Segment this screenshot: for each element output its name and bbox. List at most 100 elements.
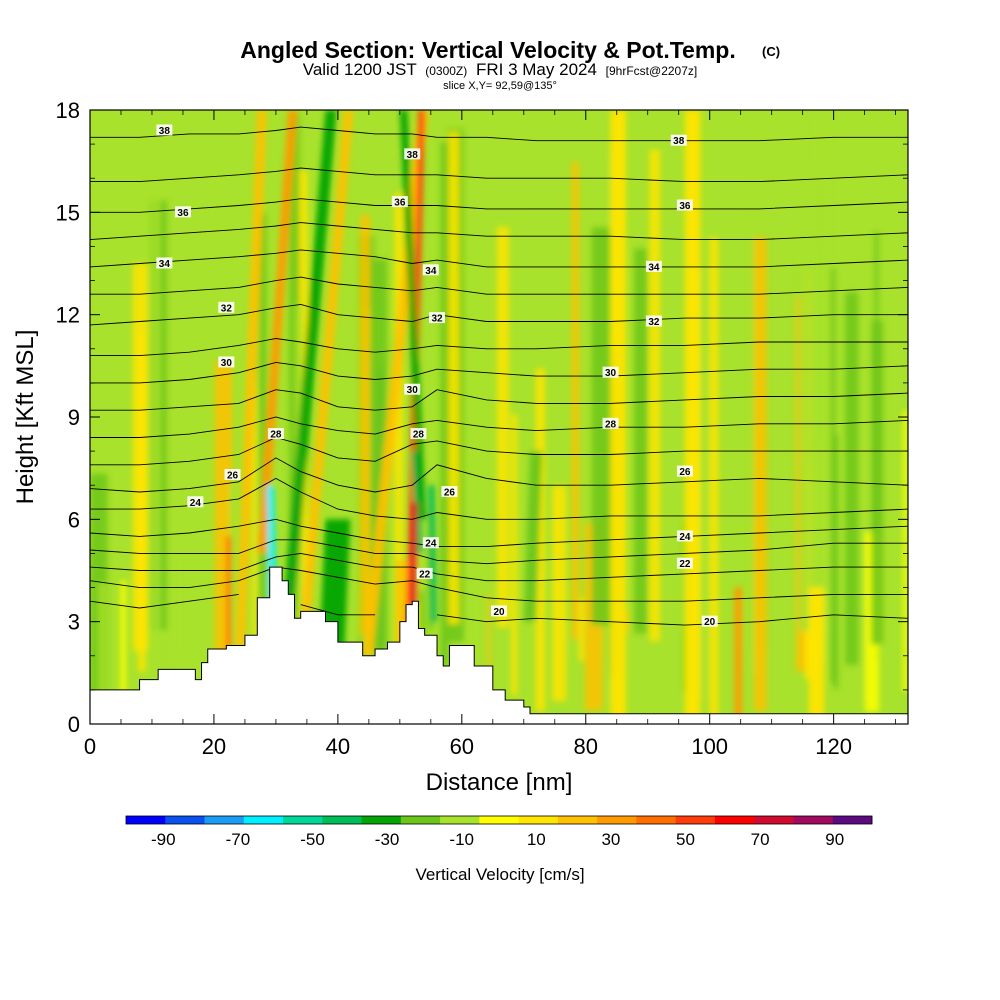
colorbar: -90 -70 -50 -30 -10 10 30 50 70 90 [125, 815, 873, 849]
y-tick-label: 3 [68, 610, 80, 635]
field-streak [98, 582, 106, 724]
field-streak [798, 249, 815, 632]
colorbar-swatch [597, 816, 637, 824]
x-tick-label: 120 [815, 734, 852, 759]
field-band [232, 110, 267, 724]
contour-label-bg [645, 315, 662, 327]
field-streak [845, 292, 860, 665]
contour-label-bg [676, 199, 693, 211]
field-streak [830, 268, 836, 683]
y-tick-label: 9 [68, 405, 80, 430]
field-streak [746, 588, 753, 650]
y-tick-label: 15 [56, 200, 80, 225]
field-streak [472, 249, 489, 672]
field-band [300, 110, 354, 622]
contour-label: 26 [679, 467, 691, 478]
colorbar-tick-label: 70 [751, 830, 770, 849]
colorbar-swatch [636, 816, 676, 824]
contour-label: 34 [159, 259, 171, 270]
contour-label: 28 [605, 419, 617, 430]
theta-contour [90, 198, 908, 213]
colorbar-swatch [714, 816, 755, 824]
field-streak [120, 580, 127, 713]
contour-labels: 20 20 22 22 24 24 24 26 26 26 28 28 28 30 30 30 32 32 32 34… [156, 124, 718, 628]
contour-label-bg [156, 124, 173, 136]
theta-contour [90, 276, 908, 295]
y-axis-label: Height [Kft MSL] [12, 330, 39, 505]
field-streak [448, 131, 460, 625]
theta-contour [90, 361, 908, 384]
y-tick-label: 0 [68, 712, 80, 737]
contour-label: 26 [227, 470, 239, 481]
colorbar-tick-label: 50 [676, 830, 695, 849]
field-streak [252, 381, 257, 667]
field-streak [496, 226, 509, 628]
field-streak [229, 482, 235, 658]
contour-label-bg [429, 312, 446, 324]
field-streak [696, 269, 708, 700]
field-streak [440, 142, 449, 667]
field-streak [591, 227, 610, 626]
colorbar-tick-label: -70 [226, 830, 251, 849]
contour-label-bg [701, 615, 718, 627]
terrain [90, 566, 908, 724]
contour-label-bg [422, 264, 439, 276]
contour-label: 24 [190, 498, 202, 509]
x-tick-label: 40 [326, 734, 350, 759]
contour-label: 26 [444, 488, 456, 499]
contour-label: 30 [605, 368, 617, 379]
colorbar-frame [125, 815, 873, 825]
contour-label: 24 [679, 532, 691, 543]
colorbar-swatch [754, 816, 794, 824]
contour-label: 30 [407, 385, 419, 396]
field-band [684, 110, 701, 724]
x-tick-label: 20 [202, 734, 226, 759]
contour-label-bg [187, 496, 204, 508]
contour-label-bg [676, 465, 693, 477]
title-mark: (C) [762, 44, 780, 59]
contour-label-bg [174, 206, 191, 218]
field-streak [394, 193, 404, 690]
colorbar-swatch [832, 816, 873, 824]
contour-label: 20 [493, 607, 505, 618]
colorbar-swatch [793, 816, 834, 824]
field-streak [678, 557, 685, 627]
y-tick-label: 12 [56, 303, 80, 328]
field-streak [535, 368, 546, 712]
theta-contour [90, 566, 908, 602]
field-band [610, 110, 627, 724]
field-streak [833, 434, 839, 689]
contour-label-bg [422, 537, 439, 549]
colorbar-swatch [243, 816, 284, 824]
contour-label-bg [404, 383, 421, 395]
colorbar-swatch [283, 816, 323, 824]
contour-label: 20 [704, 617, 716, 628]
contour-label: 22 [419, 569, 431, 580]
theta-contours [90, 126, 908, 626]
theta-contour [90, 552, 908, 582]
field-streak [180, 554, 198, 654]
field-streak [571, 161, 580, 640]
field-streak [132, 263, 148, 651]
contour-label-bg [676, 557, 693, 569]
subtitle-fcst: [9hrFcst@2207z] [606, 64, 698, 78]
x-tick-label: 0 [84, 734, 96, 759]
field-streak [288, 113, 300, 681]
field-band [399, 110, 426, 520]
plot-area: 20 20 22 22 24 24 24 26 26 26 28 28 28 30 30 30 32 32 32 34… [90, 110, 908, 724]
theta-contour [90, 477, 908, 520]
contour-label-bg [602, 366, 619, 378]
field-streak [754, 237, 767, 711]
field-streak [152, 140, 161, 635]
contour-label: 32 [648, 317, 660, 328]
contour-label: 28 [270, 430, 282, 441]
contour-label-bg [156, 257, 173, 269]
field-band [428, 485, 438, 622]
subtitle-date: FRI 3 May 2024 [476, 60, 597, 79]
contour-label-bg [491, 605, 507, 617]
contour-label: 38 [407, 150, 419, 161]
chart-subtitle: Valid 1200 JST (0300Z) FRI 3 May 2024 [9… [303, 60, 697, 79]
theta-contour [90, 338, 908, 357]
chart-title: Angled Section: Vertical Velocity & Pot.… [240, 37, 735, 63]
